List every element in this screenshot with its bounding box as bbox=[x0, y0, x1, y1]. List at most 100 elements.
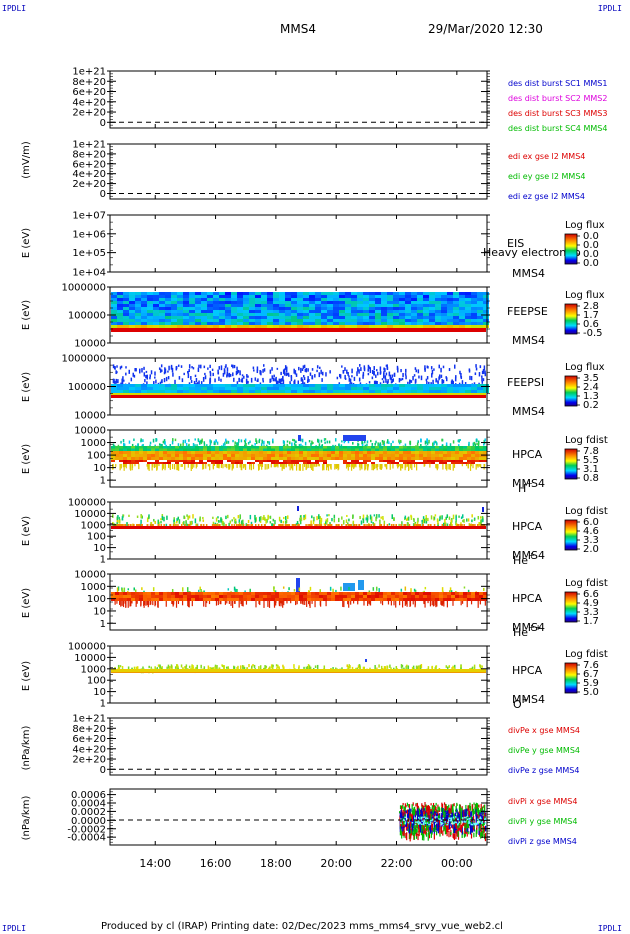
y-tick-label: 2e+20 bbox=[72, 108, 106, 119]
y-axis-label: E (eV) bbox=[21, 300, 32, 330]
colorbar bbox=[564, 591, 578, 623]
legend-entry: divPe x gse MMS4 bbox=[508, 726, 580, 735]
y-tick-label: 1000000 bbox=[61, 283, 106, 294]
y-tick-label: 0 bbox=[100, 765, 106, 776]
y-tick-label: 2e+20 bbox=[72, 755, 106, 766]
species-charge: + bbox=[522, 695, 529, 704]
y-tick-label: 100 bbox=[87, 676, 106, 687]
legend-entry: des dist burst SC3 MMS3 bbox=[508, 109, 607, 118]
y-tick-label: 1 bbox=[100, 699, 106, 710]
y-tick-label: 1e+21 bbox=[72, 714, 106, 725]
colorbar-tick-label: 0.0 bbox=[583, 258, 599, 269]
colorbar-tick-label: 1.7 bbox=[583, 310, 599, 321]
instrument-label: FEEPSE bbox=[507, 305, 548, 318]
y-tick-label: 100 bbox=[87, 451, 106, 462]
colorbar-tick-label: 1.3 bbox=[583, 391, 599, 402]
colorbar-title: Log fdist bbox=[565, 578, 608, 589]
spacecraft-label: MMS4 bbox=[512, 477, 545, 490]
y-tick-label: 8e+20 bbox=[72, 724, 106, 735]
corner-label-top-right: IPDLI bbox=[597, 4, 622, 13]
y-axis-label: E (eV) bbox=[21, 444, 32, 474]
species-label: He+ bbox=[513, 551, 535, 567]
y-tick-label: 0 bbox=[100, 118, 106, 129]
y-tick-label: 10000 bbox=[74, 509, 106, 520]
y-axis-label: (nPa/km) bbox=[21, 726, 32, 771]
spacecraft-label: MMS4 bbox=[512, 267, 545, 280]
legend-entry: des dist burst SC4 MMS4 bbox=[508, 124, 607, 133]
y-axis-label: E (eV) bbox=[21, 588, 32, 618]
instrument-label: HPCA bbox=[512, 592, 543, 605]
legend-entry: divPi y gse MMS4 bbox=[508, 817, 577, 826]
y-tick-label: 1e+06 bbox=[72, 229, 106, 240]
y-tick-label: 10 bbox=[93, 543, 106, 554]
y-tick-label: 0.0002 bbox=[71, 807, 106, 818]
x-tick-label: 20:00 bbox=[320, 857, 352, 870]
colorbar-tick-label: 0.8 bbox=[583, 473, 599, 484]
colorbar-title: Log fdist bbox=[565, 649, 608, 660]
colorbar-tick-label: 0.0 bbox=[583, 231, 599, 242]
y-tick-label: 1e+07 bbox=[72, 211, 106, 222]
species-charge: ++ bbox=[528, 623, 541, 632]
feepsi-band bbox=[111, 395, 486, 398]
panel-eis: 1e+07 1e+06 1e+05 1e+04 E (eV) EIS MMS4 Heavy e… bbox=[21, 211, 605, 281]
y-tick-label: 100000 bbox=[68, 498, 106, 509]
colorbar-tick-label: 6.7 bbox=[583, 669, 599, 680]
colorbar-title: Log fdist bbox=[565, 435, 608, 446]
colorbar-tick-label: 3.3 bbox=[583, 607, 599, 618]
panel-dist-frame bbox=[109, 70, 488, 129]
y-tick-label: 10000 bbox=[74, 339, 106, 350]
y-tick-label: 100 bbox=[87, 532, 106, 543]
y-tick-label: 1e+05 bbox=[72, 248, 106, 259]
y-tick-label: 10000 bbox=[74, 411, 106, 422]
colorbar bbox=[564, 233, 578, 265]
legend-entry: divPi x gse MMS4 bbox=[508, 797, 577, 806]
colorbar-tick-label: 6.0 bbox=[583, 517, 599, 528]
colorbar-tick-label: 6.6 bbox=[583, 589, 599, 600]
y-tick-label: 0.0000 bbox=[71, 816, 106, 827]
y-tick-label: 1e+21 bbox=[72, 67, 106, 78]
instrument-label: FEEPSI bbox=[507, 376, 544, 389]
y-tick-label: 8e+20 bbox=[72, 149, 106, 160]
colorbar-tick-label: 0.0 bbox=[583, 240, 599, 251]
feepse-band bbox=[111, 328, 486, 332]
spacecraft-label: MMS4 bbox=[512, 334, 545, 347]
colorbar-title: Log flux bbox=[565, 362, 605, 373]
colorbar-tick-label: 0.6 bbox=[583, 319, 599, 330]
panel-edi-frame bbox=[109, 143, 488, 200]
panel-feepse: 1000000 100000 10000 E (eV) FEEPSE MMS4 Log fl… bbox=[21, 283, 605, 350]
species-charge: + bbox=[526, 479, 533, 488]
y-tick-label: 10000 bbox=[74, 653, 106, 664]
footer-text: Produced by cl (IRAP) Printing date: 02/… bbox=[101, 921, 503, 932]
colorbar-tick-label: 3.1 bbox=[583, 464, 599, 475]
colorbar-tick-label: 2.8 bbox=[583, 301, 599, 312]
colorbar-tick-label: 3.5 bbox=[583, 373, 599, 384]
species-label: O+ bbox=[513, 695, 528, 711]
corner-label-bottom-left: IPDLI bbox=[2, 924, 27, 933]
spacecraft-label: MMS4 bbox=[512, 549, 545, 562]
colorbar-tick-label: 2.4 bbox=[583, 382, 599, 393]
colorbar bbox=[564, 662, 578, 694]
panel-hpca-o-frame bbox=[109, 645, 488, 704]
y-tick-label: 1e+04 bbox=[72, 268, 106, 279]
colorbar-tick-label: 1.7 bbox=[583, 616, 599, 627]
y-tick-label: -0.0004 bbox=[67, 833, 106, 844]
colorbar-title: Log flux bbox=[565, 220, 605, 231]
legend-entry: des dist burst SC2 MMS2 bbox=[508, 94, 607, 103]
legend-entry: divPi z gse MMS4 bbox=[508, 837, 577, 846]
panel-feepsi: 1000000 100000 10000 E (eV) FEEPSI MMS4 Log fl… bbox=[21, 354, 605, 422]
y-tick-label: 10 bbox=[93, 463, 106, 474]
species-label: He++ bbox=[513, 623, 541, 639]
panel-eis-frame bbox=[109, 214, 488, 273]
y-tick-label: 1000 bbox=[81, 664, 106, 675]
y-axis-label: E (eV) bbox=[21, 661, 32, 691]
species-charge: + bbox=[528, 551, 535, 560]
y-tick-label: 10000 bbox=[74, 570, 106, 581]
colorbar-tick-label: 7.8 bbox=[583, 446, 599, 457]
y-tick-label: 100000 bbox=[68, 382, 106, 393]
colorbar-tick-label: 5.5 bbox=[583, 455, 599, 466]
y-tick-label: 1 bbox=[100, 619, 106, 630]
